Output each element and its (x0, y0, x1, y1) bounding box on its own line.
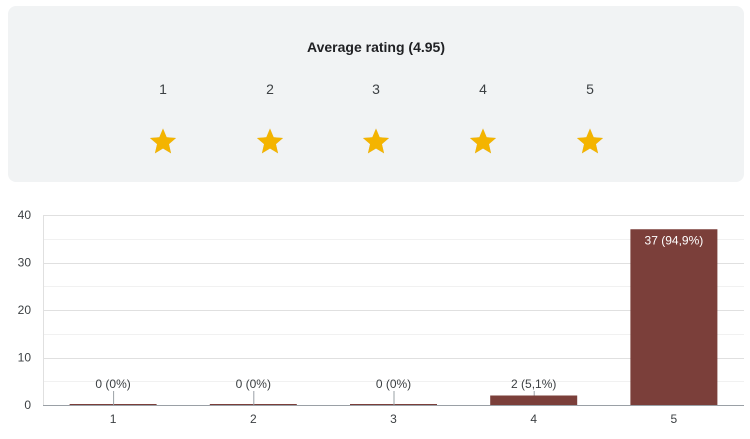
rating-option-3: 3 (356, 80, 396, 156)
data-label: 0 (0%) (236, 377, 271, 391)
x-axis-ticks: 1 2 3 4 5 (110, 412, 678, 426)
star-icon (149, 128, 177, 154)
data-label: 37 (94,9%) (645, 233, 704, 247)
rating-option-2: 2 (250, 80, 290, 156)
grid-lines (43, 215, 744, 406)
x-tick-label: 3 (390, 412, 397, 426)
bar-5 (630, 229, 718, 405)
x-tick-label: 2 (250, 412, 257, 426)
bar-4 (490, 395, 578, 405)
y-tick-label: 10 (18, 351, 32, 365)
bar-2 (209, 404, 297, 405)
x-tick-label: 4 (530, 412, 537, 426)
data-label: 0 (0%) (376, 377, 411, 391)
data-labels: 0 (0%) 0 (0%) 0 (0%) 2 (5,1%) 37 (94,9%) (95, 233, 703, 405)
rating-title: Average rating (4.95) (307, 39, 445, 55)
y-tick-label: 20 (18, 303, 32, 317)
star-icon (469, 128, 497, 154)
rating-number: 1 (159, 81, 167, 97)
y-tick-label: 0 (24, 398, 31, 412)
y-tick-label: 40 (18, 208, 32, 222)
rating-option-5: 5 (570, 80, 610, 156)
data-label: 0 (0%) (95, 377, 130, 391)
data-label: 2 (5,1%) (511, 377, 556, 391)
y-axis-ticks: 0 10 20 30 40 (18, 208, 32, 412)
star-icon (576, 128, 604, 154)
x-tick-label: 5 (671, 412, 678, 426)
rating-number: 5 (586, 81, 594, 97)
star-icon (256, 128, 284, 154)
rating-option-4: 4 (463, 80, 503, 156)
rating-number: 3 (372, 81, 380, 97)
rating-number: 4 (479, 81, 487, 97)
y-tick-label: 30 (18, 256, 32, 270)
rating-number: 2 (266, 81, 274, 97)
rating-bar-chart: 0 10 20 30 40 1 2 3 4 5 0 (0%) 0 (0%) 0 (0%) 2 (5,1… (0, 195, 750, 434)
star-icon (362, 128, 390, 154)
bar-chart-svg: 0 10 20 30 40 1 2 3 4 5 0 (0%) 0 (0%) 0 (0%) 2 (5,1… (18, 208, 744, 426)
x-tick-label: 1 (110, 412, 117, 426)
rating-option-1: 1 (143, 80, 183, 156)
bars (69, 229, 718, 405)
rating-panel: Average rating (4.95) 1 2 3 4 5 (8, 6, 744, 182)
